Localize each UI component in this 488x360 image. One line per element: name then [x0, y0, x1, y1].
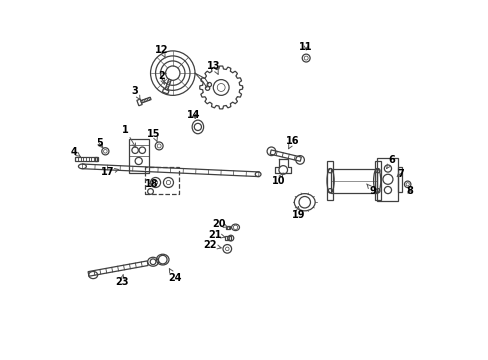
Polygon shape	[141, 97, 151, 103]
Polygon shape	[270, 150, 301, 161]
Text: 12: 12	[154, 45, 168, 58]
Text: 23: 23	[115, 274, 128, 287]
Text: 15: 15	[147, 129, 161, 142]
Text: 6: 6	[386, 155, 395, 168]
Bar	[128, 139, 148, 173]
Text: 17: 17	[101, 167, 119, 177]
Text: 13: 13	[207, 61, 220, 75]
Text: 3: 3	[131, 86, 140, 99]
Polygon shape	[224, 236, 230, 240]
Polygon shape	[165, 79, 171, 90]
Text: 2: 2	[158, 71, 164, 84]
Polygon shape	[137, 99, 142, 106]
Text: 22: 22	[203, 240, 221, 250]
Bar	[94, 157, 98, 161]
Text: 9: 9	[366, 184, 375, 196]
Text: 16: 16	[285, 136, 299, 149]
Text: 5: 5	[96, 139, 102, 148]
Text: 14: 14	[186, 110, 200, 120]
Text: 8: 8	[405, 186, 412, 197]
Bar	[326, 161, 333, 201]
Text: 18: 18	[144, 179, 158, 189]
Text: 10: 10	[271, 173, 285, 186]
Polygon shape	[75, 157, 97, 161]
Text: 19: 19	[291, 207, 305, 220]
Text: 24: 24	[167, 269, 181, 283]
Text: 7: 7	[396, 168, 403, 179]
Bar	[397, 167, 402, 192]
Text: 20: 20	[211, 219, 228, 229]
Polygon shape	[88, 261, 148, 276]
Text: 11: 11	[299, 42, 312, 52]
Polygon shape	[162, 89, 169, 94]
Text: 4: 4	[71, 147, 80, 157]
Polygon shape	[225, 226, 230, 229]
Bar	[144, 167, 179, 194]
Bar	[374, 161, 380, 201]
Text: 21: 21	[208, 230, 224, 239]
Bar	[376, 158, 397, 201]
Bar	[330, 168, 376, 193]
Text: 1: 1	[122, 125, 135, 147]
